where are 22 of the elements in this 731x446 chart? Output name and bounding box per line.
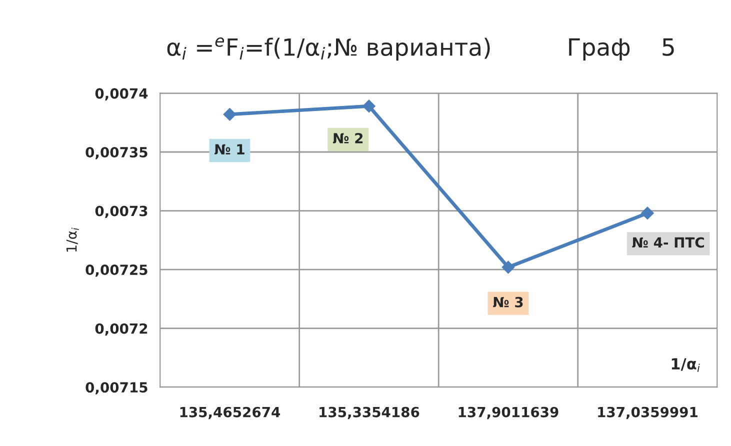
y-tick-label: 0,0074 <box>95 88 148 100</box>
point <box>362 100 376 113</box>
x-tick-label: 137,0359991 <box>598 406 698 420</box>
y-tick-label: 0,00735 <box>86 146 148 160</box>
text: Граф 5 <box>569 38 674 60</box>
x-tick-label: 135,3354186 <box>320 406 420 420</box>
y-tick-label: 0,0073 <box>95 206 148 218</box>
annotation: № 4- ПТС <box>632 237 704 248</box>
chart-title: α$_{i}$ =$^{e}$F$_{i}$=f(1/α$_{i}$;№ варианта) <box>167 37 490 61</box>
point <box>502 260 515 274</box>
x-tick-label: 135,4652674 <box>180 406 280 420</box>
x-tick-label: 137,9011639 <box>458 406 558 420</box>
y-tick-label: 0,00725 <box>86 264 148 277</box>
x-axis-title: 1/α$_{i}$ <box>672 358 700 372</box>
annotation: № 1 <box>214 144 244 154</box>
y-axis-title: 1/α$_{i}$ <box>66 228 79 252</box>
annotation: № 3 <box>493 296 523 308</box>
point <box>641 206 654 220</box>
point <box>223 108 236 121</box>
y-tick-label: 0,00715 <box>86 382 148 394</box>
y-tick-label: 0,0072 <box>95 323 148 336</box>
annotation: № 2 <box>333 133 363 144</box>
